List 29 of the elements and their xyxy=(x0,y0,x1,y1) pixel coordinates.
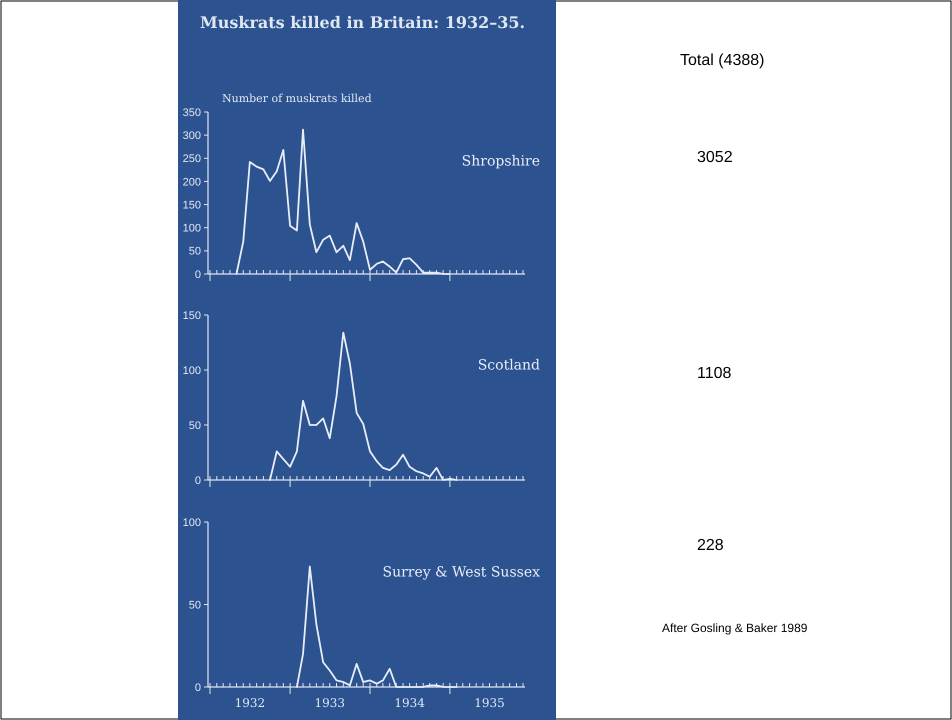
x-tick-label: 1935 xyxy=(474,696,505,710)
y-tick-label: 100 xyxy=(182,364,201,377)
text: Total (4388) xyxy=(680,52,764,69)
x-tick-label: 1932 xyxy=(234,696,266,710)
x-tick-label: 1934 xyxy=(394,696,426,710)
text: Scotland xyxy=(478,357,540,374)
y-tick-label: 150 xyxy=(182,310,201,322)
y-tick-label: 300 xyxy=(182,130,201,142)
y-tick-label: 0 xyxy=(194,682,201,694)
text: 228 xyxy=(697,537,724,554)
text: Shropshire xyxy=(462,153,540,170)
y-tick-label: 350 xyxy=(182,106,201,119)
x-tick-label: 1933 xyxy=(314,696,345,710)
text: Surrey & West Sussex xyxy=(382,564,540,580)
chart-title: Muskrats killed in Britain: 1932–35. xyxy=(200,13,526,32)
y-tick-label: 250 xyxy=(182,153,201,166)
y-tick-label: 200 xyxy=(182,176,201,188)
y-tick-label: 0 xyxy=(194,268,201,281)
y-tick-label: 150 xyxy=(182,199,201,212)
y-tick-label: 50 xyxy=(188,246,201,258)
y-axis-title: Number of muskrats killed xyxy=(222,92,372,105)
y-tick-label: 50 xyxy=(188,420,201,432)
y-tick-label: 50 xyxy=(188,599,201,612)
y-tick-label: 100 xyxy=(182,222,201,235)
y-tick-label: 0 xyxy=(194,474,201,487)
y-tick-label: 100 xyxy=(182,516,201,529)
text: 1108 xyxy=(697,365,732,382)
text: 3052 xyxy=(697,149,733,166)
text: After Gosling & Baker 1989 xyxy=(662,621,808,635)
